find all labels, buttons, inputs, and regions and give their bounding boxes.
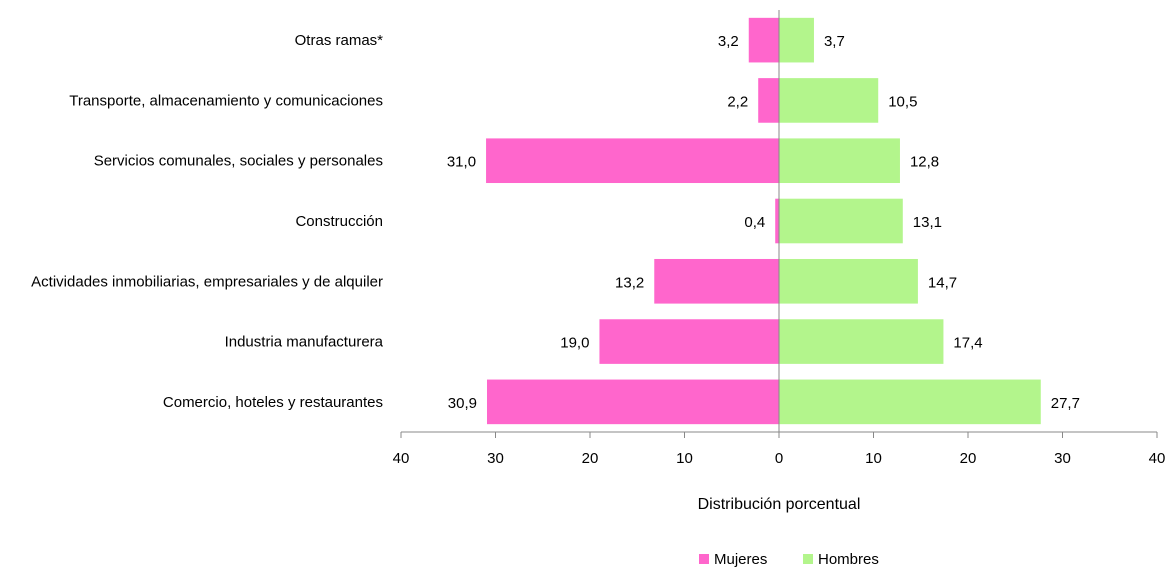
- data-label-mujeres: 2,2: [727, 93, 748, 110]
- data-label-hombres: 12,8: [910, 154, 939, 171]
- data-label-hombres: 14,7: [928, 274, 957, 291]
- data-label-mujeres: 31,0: [447, 154, 476, 171]
- category-label: Industria manufacturera: [225, 334, 384, 351]
- data-label-hombres: 27,7: [1051, 395, 1080, 412]
- bar-mujeres: [775, 198, 779, 244]
- x-tick-label: 0: [775, 450, 783, 467]
- category-label: Servicios comunales, sociales y personal…: [94, 153, 383, 170]
- legend-label-mujeres: Mujeres: [714, 551, 767, 568]
- data-label-mujeres: 3,2: [718, 33, 739, 50]
- bar-hombres: [779, 17, 814, 63]
- data-label-hombres: 10,5: [888, 93, 917, 110]
- bar-hombres: [779, 138, 900, 184]
- bar-mujeres: [748, 17, 779, 63]
- x-tick-label: 10: [865, 450, 882, 467]
- bars-group: [486, 17, 1041, 425]
- bar-hombres: [779, 379, 1041, 425]
- data-label-mujeres: 19,0: [560, 335, 589, 352]
- data-label-hombres: 3,7: [824, 33, 845, 50]
- bar-mujeres: [654, 258, 779, 304]
- category-label: Otras ramas*: [295, 32, 384, 49]
- category-label: Transporte, almacenamiento y comunicacio…: [69, 92, 383, 109]
- legend-label-hombres: Hombres: [818, 551, 879, 568]
- data-labels: 3,2 3,7 2,2 10,5 31,0 12,8 0,4 13,1 13,2 14,7 19,0…: [447, 33, 1080, 412]
- category-label: Comercio, hoteles y restaurantes: [163, 394, 383, 411]
- bar-hombres: [779, 78, 879, 123]
- category-label: Actividades inmobiliarias, empresariales…: [31, 273, 383, 290]
- x-tick-label: 40: [1149, 450, 1166, 467]
- legend-swatch-mujeres: [699, 554, 709, 564]
- data-label-hombres: 17,4: [953, 335, 982, 352]
- category-labels: Otras ramas* Transporte, almacenamiento y…: [31, 32, 383, 411]
- bar-hombres: [779, 198, 903, 244]
- legend-swatch-hombres: [803, 554, 813, 564]
- x-axis-title: Distribución porcentual: [698, 496, 861, 513]
- x-tick-label: 20: [960, 450, 977, 467]
- axes-group: 40 30 20 10 0 10 20 30 40: [393, 10, 1166, 467]
- bar-mujeres: [486, 379, 779, 425]
- bar-hombres: [779, 258, 918, 304]
- bar-mujeres: [486, 138, 779, 184]
- data-label-mujeres: 0,4: [744, 214, 765, 231]
- x-tick-label: 10: [676, 450, 693, 467]
- category-label: Construcción: [295, 213, 383, 230]
- bar-hombres: [779, 319, 944, 364]
- data-label-mujeres: 30,9: [448, 395, 477, 412]
- bar-mujeres: [599, 319, 779, 364]
- x-tick-label: 30: [487, 450, 504, 467]
- x-tick-label: 20: [582, 450, 599, 467]
- data-label-hombres: 13,1: [913, 214, 942, 231]
- bar-mujeres: [758, 78, 779, 123]
- x-tick-label: 40: [393, 450, 410, 467]
- legend: Mujeres Hombres: [699, 551, 879, 568]
- x-tick-label: 30: [1054, 450, 1071, 467]
- data-label-mujeres: 13,2: [615, 274, 644, 291]
